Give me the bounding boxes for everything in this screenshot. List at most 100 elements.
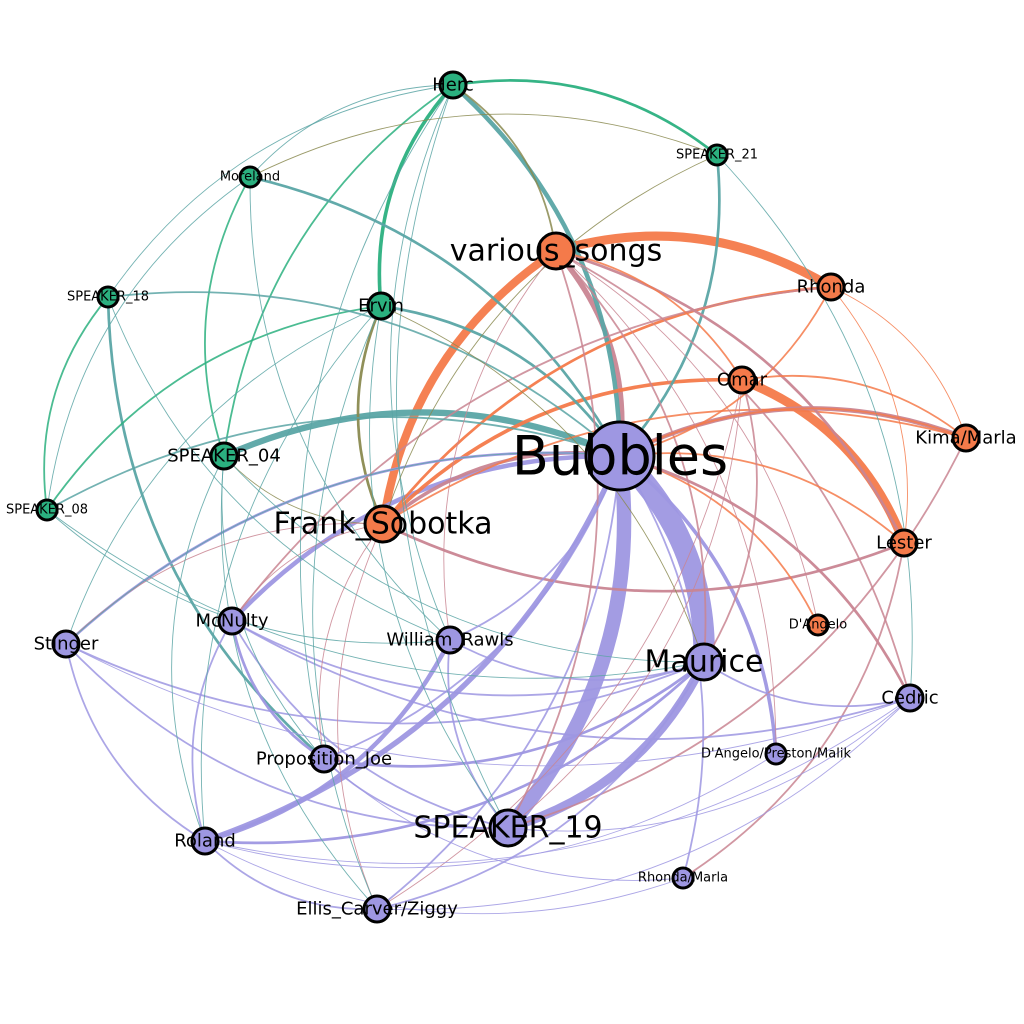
edge-speaker-21-bubbles [618,153,721,458]
node-kima-marla[interactable]: Kima/Marla [915,423,1017,453]
edge-roland-maurice [203,660,706,845]
node-speaker-18[interactable]: SPEAKER_18 [67,285,149,309]
node-speaker-04[interactable]: SPEAKER_04 [167,441,281,471]
node-label: D'Angelo [789,618,848,633]
edge-ervin-maurice [380,305,705,663]
edge-ervin-bubbles [379,304,622,458]
node-mcnulty[interactable]: McNulty [195,606,269,636]
edge-various-songs-william-rawls [443,250,557,641]
node-circle[interactable] [238,165,262,189]
edge-various-songs-lester [554,249,906,545]
node-circle[interactable] [217,606,247,636]
node-circle[interactable] [96,285,120,309]
edge-rhonda-bubbles [619,286,832,457]
edge-speaker-21-moreland [249,113,718,178]
node-circle[interactable] [764,742,788,766]
edge-speaker-08-bubbles [46,416,621,511]
edge-speaker-18-speaker-08 [43,296,109,511]
edge-omar-lester [737,375,909,548]
edge-lester-rhonda-marla [682,542,905,879]
node-william-rawls[interactable]: William_Rawls [386,625,514,655]
node-label: SPEAKER_18 [67,290,149,305]
node-circle[interactable] [951,423,981,453]
node-speaker-19[interactable]: SPEAKER_19 [413,808,603,848]
node-bubbles[interactable]: Bubbles [512,420,728,492]
edge-omar-ellis-carver-ziggy [376,379,743,910]
node-label: Lester [876,533,932,554]
edge-maurice-cedric [703,661,911,708]
edge-speaker-04-roland [171,455,225,842]
edge-ellis-carver-ziggy-cedric [376,697,911,911]
edge-ervin-speaker-19 [369,305,509,829]
node-herc[interactable]: Herc [432,70,474,100]
edge-kima-marla-bubbles [619,407,967,457]
edge-frank-sobotka-various-songs [378,246,561,529]
node-d-angelo[interactable]: D'Angelo [789,613,848,637]
node-circle[interactable] [705,143,729,167]
node-label: SPEAKER_04 [167,446,281,467]
edge-various-songs-d-angelo-preston-malik [555,250,777,755]
node-rhonda-marla[interactable]: Rhonda/Marla [638,866,728,890]
node-label: SPEAKER_19 [413,811,602,846]
edge-frank-sobotka-stinger [65,522,384,645]
edge-moreland-bubbles [248,175,622,458]
node-circle[interactable] [684,642,724,682]
node-circle[interactable] [362,894,392,924]
node-circle[interactable] [895,683,925,713]
node-frank-sobotka[interactable]: Frank_Sobotka [274,504,493,544]
node-omar[interactable]: Omar [717,365,768,395]
node-circle[interactable] [806,613,830,637]
edge-herc-moreland [249,84,454,178]
node-circle[interactable] [35,498,59,522]
node-circle[interactable] [584,420,656,492]
node-d-angelo-preston-malik[interactable]: D'Angelo/Preston/Malik [701,742,851,766]
node-label: Kima/Marla [915,428,1016,449]
node-label: Herc [432,75,474,96]
node-circle[interactable] [190,826,220,856]
node-circle[interactable] [816,272,846,302]
edge-ellis-carver-ziggy-maurice [376,661,705,910]
node-roland[interactable]: Roland [174,826,236,856]
node-circle[interactable] [366,291,396,321]
edge-herc-speaker-18 [107,84,454,298]
edge-omar-kima-marla [741,374,967,439]
node-ervin[interactable]: Ervin [358,291,404,321]
node-cedric[interactable]: Cedric [881,683,939,713]
node-circle[interactable] [209,441,239,471]
node-circle[interactable] [488,808,528,848]
node-circle[interactable] [536,231,576,271]
node-speaker-21[interactable]: SPEAKER_21 [676,143,758,167]
node-circle[interactable] [309,744,339,774]
edge-herc-bubbles [450,82,623,459]
edge-d-angelo-preston-malik-roland [204,753,777,869]
node-label: SPEAKER_21 [676,148,758,163]
node-moreland[interactable]: Moreland [220,165,280,189]
node-stinger[interactable]: Stinger [34,629,99,659]
node-speaker-08[interactable]: SPEAKER_08 [6,498,88,522]
edge-various-songs-maurice [555,250,707,663]
node-circle[interactable] [727,365,757,395]
edge-cedric-speaker-21 [716,154,913,699]
node-various-songs[interactable]: various_songs [450,231,662,271]
node-maurice[interactable]: Maurice [645,642,764,682]
node-circle[interactable] [438,70,468,100]
node-ellis-carver-ziggy[interactable]: Ellis_Carver/Ziggy [296,894,458,924]
node-label: McNulty [195,611,268,632]
node-circle[interactable] [363,504,403,544]
edge-rhonda-marla-roland [204,840,684,915]
node-lester[interactable]: Lester [876,528,932,558]
edge-moreland-speaker-08 [46,176,251,511]
node-circle[interactable] [435,625,465,655]
edge-ervin-herc [377,83,455,308]
edge-speaker-18-william-rawls [107,296,451,641]
edge-omar-maurice [703,379,758,663]
node-proposition-joe[interactable]: Proposition_Joe [256,744,392,774]
edge-speaker-04-maurice [223,455,705,663]
node-rhonda[interactable]: Rhonda [797,272,866,302]
edge-proposition-joe-maurice [322,660,706,768]
node-circle[interactable] [51,629,81,659]
node-circle[interactable] [671,866,695,890]
edge-stinger-cedric [65,643,911,767]
edge-speaker-08-maurice [46,509,705,679]
node-circle[interactable] [889,528,919,558]
